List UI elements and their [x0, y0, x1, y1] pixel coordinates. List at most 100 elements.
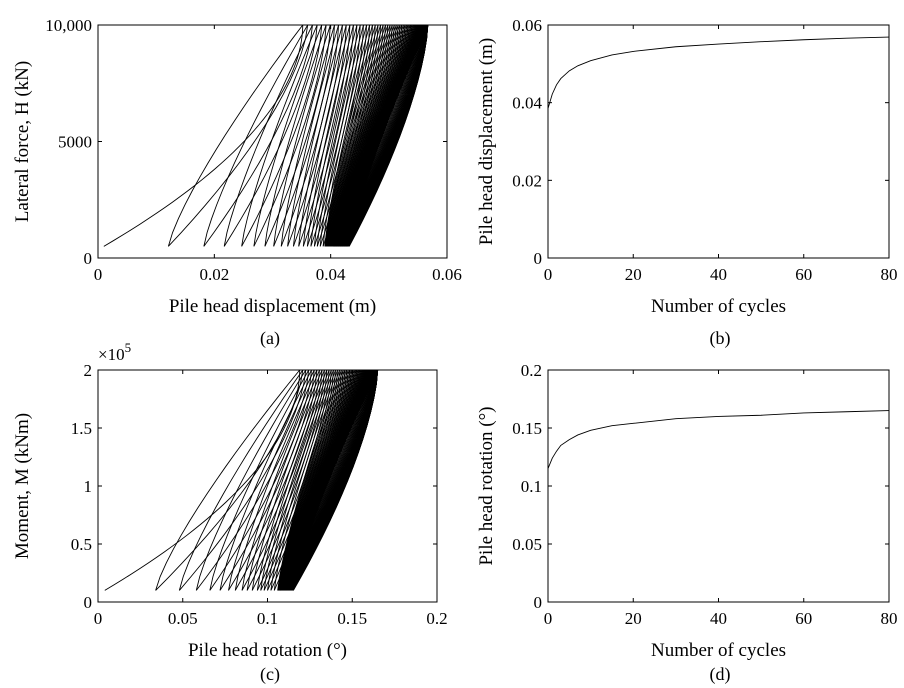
- y-tick-label: 1: [84, 477, 93, 496]
- unloading-curve: [287, 24, 339, 247]
- unloading-curve: [251, 369, 325, 591]
- unloading-curve: [241, 369, 320, 591]
- x-tick-label: 0.05: [168, 609, 198, 628]
- y-tick-label: 0.04: [512, 94, 542, 113]
- y-tick-label: 0: [534, 593, 543, 612]
- unloading-curve: [234, 369, 318, 591]
- x-tick-label: 0.1: [257, 609, 278, 628]
- unloading-curve: [325, 24, 379, 247]
- unloading-curve: [241, 24, 318, 247]
- reloading-curve: [219, 369, 315, 591]
- y-tick-label: 0.2: [521, 361, 542, 380]
- panel-caption: (c): [260, 664, 280, 685]
- y-tick-label: 10,000: [45, 16, 92, 35]
- x-tick-label: 0: [544, 265, 553, 284]
- unloading-curve: [280, 24, 335, 247]
- panel-d: 0 20 40 60 80 0 0.05 0.1 0.15 0.2 Number of cycles…: [476, 361, 898, 685]
- y-tick-label: 1.5: [71, 419, 92, 438]
- unloading-curve: [223, 24, 313, 247]
- plot-area: [548, 410, 889, 469]
- unloading-curve: [316, 24, 364, 247]
- axes-frame: [547, 24, 890, 259]
- x-tick-label: 60: [795, 265, 812, 284]
- unloading-curve: [329, 24, 401, 247]
- unloading-curve: [326, 24, 389, 247]
- x-tick-label: 0: [94, 609, 103, 628]
- reloading-curve: [223, 24, 318, 247]
- y-tick-label: 0.06: [512, 16, 542, 35]
- unloading-curve: [313, 24, 361, 247]
- unloading-curve: [167, 24, 304, 247]
- unloading-curve: [273, 369, 338, 591]
- reloading-curve: [273, 24, 335, 247]
- unloading-curve: [332, 24, 414, 247]
- x-tick-label: 0: [94, 265, 103, 284]
- unloading-curve: [327, 24, 393, 247]
- unloading-curve: [273, 24, 331, 247]
- unloading-curve: [330, 24, 406, 247]
- reloading-curve: [203, 24, 313, 247]
- unloading-curve: [326, 24, 384, 247]
- unloading-curve: [332, 24, 413, 247]
- x-tick-label: 0.2: [426, 609, 447, 628]
- unloading-curve: [328, 24, 395, 247]
- x-tick-label: 40: [710, 265, 727, 284]
- unloading-curve: [219, 369, 312, 591]
- x-tick-label: 0.15: [337, 609, 367, 628]
- unloading-curve: [298, 24, 347, 247]
- y-tick-label: 0.15: [512, 419, 542, 438]
- y-axis-label: Pile head rotation (°): [476, 406, 497, 565]
- unloading-curve: [292, 369, 379, 591]
- reloading-curve: [209, 369, 312, 591]
- unloading-curve: [319, 24, 368, 247]
- reloading-curve: [298, 24, 351, 247]
- x-tick-label: 80: [881, 265, 898, 284]
- x-tick-label: 40: [710, 609, 727, 628]
- unloading-curve: [260, 369, 330, 591]
- unloading-curve: [292, 24, 343, 247]
- unloading-curve: [155, 369, 301, 591]
- unloading-curve: [328, 24, 399, 247]
- x-tick-label: 0: [544, 609, 553, 628]
- reloading-curve: [293, 24, 347, 247]
- unloading-curve: [331, 24, 410, 247]
- unloading-curve: [322, 24, 371, 247]
- x-axis-label: Pile head displacement (m): [169, 296, 376, 317]
- unloading-curve: [209, 369, 310, 591]
- unloading-curve: [328, 24, 397, 247]
- plot-area: [103, 24, 429, 247]
- y-tick-label: 0.02: [512, 171, 542, 190]
- y-multiplier: ×105: [98, 340, 131, 364]
- first-loading-curve: [103, 24, 304, 247]
- unloading-curve: [324, 24, 376, 247]
- unloading-curve: [246, 369, 323, 591]
- reloading-curve: [241, 369, 323, 591]
- series-line: [548, 36, 889, 109]
- y-axis-label: Lateral force, H (kN): [12, 61, 33, 222]
- y-tick-label: 0: [534, 249, 543, 268]
- unloading-curve: [256, 369, 328, 591]
- unloading-curve: [310, 24, 358, 247]
- unloading-curve: [302, 24, 351, 247]
- unloading-curve: [326, 24, 386, 247]
- unloading-curve: [327, 24, 391, 247]
- panel-caption: (a): [260, 328, 280, 349]
- unloading-curve: [195, 369, 307, 591]
- reloading-curve: [246, 369, 325, 591]
- reloading-curve: [168, 24, 309, 247]
- unloading-curve: [330, 24, 407, 247]
- unloading-curve: [324, 24, 373, 247]
- reloading-curve: [264, 24, 331, 247]
- y-axis-label: Moment, M (kNm): [12, 413, 33, 559]
- unloading-curve: [178, 369, 304, 591]
- x-tick-label: 20: [625, 265, 642, 284]
- panel-caption: (d): [710, 664, 731, 685]
- unloading-curve: [267, 369, 334, 591]
- x-tick-label: 20: [625, 609, 642, 628]
- panel-a: 0 0.02 0.04 0.06 0 5000 10,000 Pile head displa…: [12, 16, 462, 349]
- series-line: [548, 410, 889, 469]
- reloading-curve: [195, 369, 310, 591]
- y-tick-label: 0.5: [71, 535, 92, 554]
- x-axis-label: Number of cycles: [651, 640, 786, 661]
- y-axis-label: Pile head displacement (m): [476, 38, 497, 245]
